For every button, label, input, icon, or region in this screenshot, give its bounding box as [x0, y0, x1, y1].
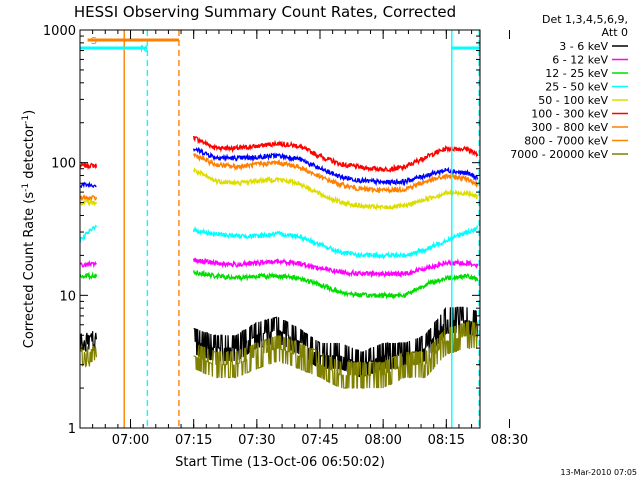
legend-entry-label: 100 - 300 keV: [531, 108, 608, 121]
legend-entry-label: 7000 - 20000 keV: [510, 148, 608, 161]
series-line: [192, 269, 479, 300]
legend-entry-label: 3 - 6 keV: [559, 40, 608, 53]
plot-frame: [79, 29, 481, 429]
x-axis: 07:00 07:15 07:30 07:45 08:00 08:15 08:30: [92, 30, 528, 448]
series-line-early: [80, 271, 98, 281]
observing-flag-label: N: [140, 44, 147, 55]
x-axis-label: Start Time (13-Oct-06 06:50:02): [175, 455, 385, 470]
y-axis-label-mid: detector: [22, 123, 37, 183]
series-line-early: [80, 224, 98, 243]
y-axis-label-main: Corrected Count Rate (s: [22, 192, 37, 349]
series-line-early: [80, 259, 97, 269]
x-tick-label: 07:00: [112, 433, 149, 448]
series-line-early: [80, 161, 98, 171]
legend-entry-label: 25 - 50 keV: [545, 81, 608, 94]
legend-header: Det 1,3,4,5,6,9,: [542, 13, 628, 26]
x-tick-label: 08:00: [364, 433, 401, 448]
observing-flag-label: S: [91, 36, 97, 47]
y-axis-label-end: ): [22, 110, 37, 115]
series-line: [193, 146, 479, 187]
legend-entry-label: 12 - 25 keV: [545, 67, 608, 80]
x-tick-label: 07:15: [175, 433, 212, 448]
y-axis-label: Corrected Count Rate (s-1 detector-1): [21, 110, 37, 348]
series-line-early: [80, 194, 98, 203]
series-layer: [80, 135, 479, 389]
legend-entry-label: 6 - 12 keV: [552, 54, 608, 67]
series-line-early: [80, 345, 98, 368]
chart-title: HESSI Observing Summary Count Rates, Cor…: [74, 3, 456, 21]
series-line: [193, 167, 479, 212]
legend-entry-label: 50 - 100 keV: [538, 94, 608, 107]
y-tick-label: 10: [59, 289, 76, 304]
legend-header: Att 0: [602, 26, 628, 39]
marker-layer: SN: [80, 30, 480, 428]
series-line: [192, 224, 479, 260]
y-tick-label: 100: [51, 157, 76, 172]
y-axis: 1 10 100 1000: [43, 24, 480, 437]
series-line-early: [80, 198, 98, 207]
series-line-early: [80, 181, 97, 189]
series-line: [193, 152, 479, 195]
legend-entry-label: 300 - 800 keV: [531, 121, 608, 134]
y-tick-label: 1: [68, 422, 76, 437]
series-line: [192, 257, 479, 278]
y-tick-label: 1000: [43, 24, 76, 39]
y-axis-label-sup1: -1: [21, 183, 31, 192]
x-tick-label: 07:30: [238, 433, 275, 448]
x-tick-label: 07:45: [301, 433, 338, 448]
x-tick-label: 08:15: [428, 433, 465, 448]
legend-entry-label: 800 - 7000 keV: [524, 135, 608, 148]
series-line: [192, 135, 479, 174]
series-line: [193, 321, 478, 389]
series-line: [193, 306, 479, 378]
y-axis-label-sup2: -1: [21, 115, 31, 124]
footer-timestamp: 13-Mar-2010 07:05: [561, 468, 638, 477]
x-tick-label: 08:30: [491, 433, 528, 448]
